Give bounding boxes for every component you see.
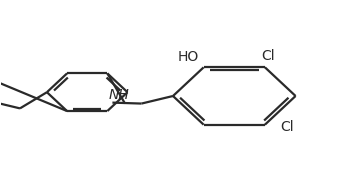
Text: Cl: Cl bbox=[281, 120, 294, 134]
Text: HO: HO bbox=[177, 50, 198, 65]
Text: NH: NH bbox=[108, 88, 129, 102]
Text: Cl: Cl bbox=[262, 49, 275, 63]
